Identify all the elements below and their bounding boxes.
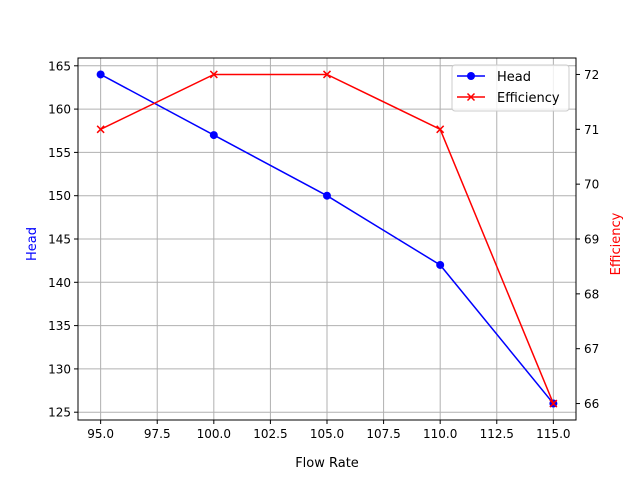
- circle-marker-icon: [209, 131, 218, 140]
- y2-tick-label: 68: [584, 287, 599, 301]
- legend-item-head: Head: [457, 70, 531, 85]
- circle-marker-icon: [436, 260, 445, 269]
- y-tick-label: 160: [48, 103, 71, 117]
- y-tick-label: 145: [48, 233, 71, 247]
- series-lines: [96, 70, 558, 408]
- x-tick-label: 115.0: [536, 427, 570, 441]
- series-efficiency: [96, 70, 558, 408]
- x-tick-label: 100.0: [197, 427, 231, 441]
- x-marker-icon: [549, 399, 558, 408]
- y-tick-label: 125: [48, 406, 71, 420]
- y-tick-label: 150: [48, 189, 71, 203]
- x-marker-icon: [322, 70, 332, 79]
- y-tick-label: 130: [48, 362, 71, 376]
- y2-tick-label: 67: [584, 342, 599, 356]
- circle-marker-icon: [467, 72, 475, 80]
- y2-tick-label: 70: [584, 178, 599, 192]
- y-tick-label: 135: [48, 319, 71, 333]
- x-tick-label: 102.5: [253, 427, 287, 441]
- x-tick-label: 95.0: [87, 427, 114, 441]
- x-tick-label: 112.5: [480, 427, 514, 441]
- y-axis-ticks: 125 130 135 140 145 150 155 160 165: [48, 59, 78, 420]
- x-marker-icon: [209, 70, 218, 79]
- x-tick-label: 97.5: [144, 427, 171, 441]
- legend-label-head: Head: [497, 70, 531, 85]
- x-tick-label: 110.0: [423, 427, 457, 441]
- x-marker-icon: [96, 125, 105, 134]
- legend-item-efficiency: Efficiency: [457, 91, 560, 106]
- y2-tick-label: 72: [584, 68, 599, 82]
- y2-tick-label: 71: [584, 123, 599, 137]
- y2-axis-label: Efficiency: [609, 212, 624, 275]
- circle-marker-icon: [323, 191, 331, 200]
- y-tick-label: 155: [48, 146, 71, 160]
- y-axis-label: Head: [25, 227, 40, 261]
- legend-label-efficiency: Efficiency: [497, 91, 560, 106]
- x-tick-label: 105.0: [310, 427, 344, 441]
- x-tick-label: 107.5: [366, 427, 400, 441]
- y2-tick-label: 66: [584, 397, 599, 411]
- x-axis-label: Flow Rate: [295, 456, 359, 471]
- x-axis-ticks: 95.0 97.5 100.0 102.5 105.0 107.5 110.0 112.5 11…: [87, 420, 571, 441]
- x-marker-icon: [436, 125, 445, 134]
- y-tick-label: 165: [48, 59, 71, 73]
- y-tick-label: 140: [48, 276, 71, 290]
- y2-axis-ticks: 66 67 68 69 70 71 72: [576, 68, 599, 411]
- x-marker-icon: [466, 92, 476, 102]
- circle-marker-icon: [96, 70, 105, 79]
- y2-tick-label: 69: [584, 233, 599, 247]
- legend: Head Efficiency: [451, 64, 570, 112]
